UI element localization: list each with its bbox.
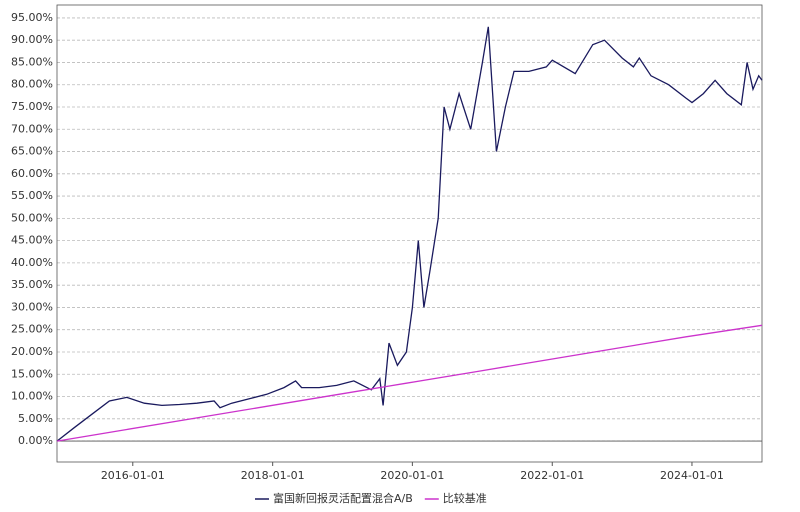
y-tick-label: 15.00%: [11, 367, 53, 380]
y-tick-label: 60.00%: [11, 167, 53, 180]
x-tick-label: 2016-01-01: [101, 469, 165, 482]
y-tick-label: 80.00%: [11, 78, 53, 91]
y-tick-label: 95.00%: [11, 11, 53, 24]
y-tick-label: 20.00%: [11, 345, 53, 358]
y-tick-label: 40.00%: [11, 256, 53, 269]
y-tick-label: 75.00%: [11, 100, 53, 113]
legend-label: 富国新回报灵活配置混合A/B: [273, 491, 413, 505]
y-tick-label: 35.00%: [11, 278, 53, 291]
y-tick-label: 65.00%: [11, 145, 53, 158]
series-line: [56, 26, 763, 442]
y-tick-label: 55.00%: [11, 189, 53, 202]
y-tick-label: 85.00%: [11, 55, 53, 68]
x-tick-label: 2024-01-01: [660, 469, 724, 482]
y-tick-label: 0.00%: [18, 434, 53, 447]
x-tick-label: 2018-01-01: [241, 469, 305, 482]
y-tick-label: 25.00%: [11, 323, 53, 336]
y-tick-label: 90.00%: [11, 33, 53, 46]
x-tick-label: 2020-01-01: [380, 469, 444, 482]
y-tick-label: 70.00%: [11, 122, 53, 135]
y-tick-label: 10.00%: [11, 390, 53, 403]
y-tick-label: 5.00%: [18, 412, 53, 425]
plot-frame: [56, 4, 763, 463]
y-tick-label: 50.00%: [11, 211, 53, 224]
series-line: [56, 324, 763, 442]
y-tick-label: 30.00%: [11, 300, 53, 313]
legend-label: 比较基准: [443, 491, 487, 505]
x-tick-label: 2022-01-01: [520, 469, 584, 482]
y-tick-label: 45.00%: [11, 234, 53, 247]
